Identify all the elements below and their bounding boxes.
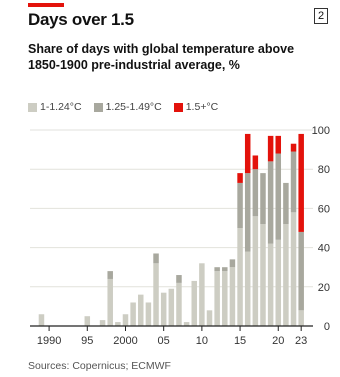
x-tick-label: 10	[196, 335, 208, 347]
bar-segment-2012-series-1	[214, 271, 220, 326]
x-tick-label: 95	[81, 335, 93, 347]
bar-segment-2003-series-1	[145, 302, 152, 326]
bar-segment-2018-series-1	[260, 224, 266, 326]
bar-segment-1998-series-1	[107, 278, 113, 326]
bar-segment-1989-series-1	[38, 314, 45, 326]
bar-segment-2016-series-1	[244, 251, 251, 326]
legend-item-1-1.24: 1-1.24°C	[28, 101, 82, 113]
bar-segment-2016-series-3	[244, 133, 251, 174]
bar-segment-2001-series-1	[130, 302, 136, 326]
bar-segment-2023-series-1	[298, 310, 304, 326]
bar-segment-2019-series-1	[267, 243, 274, 326]
bar-segment-2022-series-2	[290, 151, 297, 213]
bar-segment-2015-series-2	[237, 182, 243, 228]
y-tick-label: 40	[318, 243, 330, 255]
bar-segment-2007-series-2	[176, 275, 182, 283]
x-tick-label: 15	[234, 335, 246, 347]
chart-subtitle: Share of days with global temperature ab…	[28, 42, 295, 72]
bar-segment-2004-series-1	[153, 263, 159, 326]
y-tick-label: 80	[318, 164, 330, 176]
bar-segment-2008-series-1	[183, 322, 190, 326]
bar-segment-2017-series-1	[252, 216, 259, 326]
y-tick-label: 100	[312, 125, 330, 137]
legend-swatch	[173, 102, 183, 112]
chart-index-badge: 2	[314, 8, 328, 24]
bar-segment-2005-series-1	[160, 292, 167, 326]
bar-segment-2014-series-2	[229, 259, 236, 268]
bar-segment-2023-series-3	[298, 133, 304, 232]
bar-segment-2022-series-3	[290, 143, 297, 152]
legend-label: 1.25-1.49°C	[105, 101, 162, 113]
legend-label: 1.5+°C	[185, 101, 219, 113]
bar-segment-2007-series-1	[176, 282, 182, 326]
legend-item-1.25-1.49: 1.25-1.49°C	[93, 101, 162, 113]
bar-segment-2009-series-1	[191, 280, 197, 326]
x-tick-label: 05	[158, 335, 170, 347]
bar-segment-2012-series-2	[214, 267, 220, 272]
bar-segment-1999-series-1	[115, 322, 121, 326]
chart-title: Days over 1.5	[28, 10, 134, 29]
y-tick-label: 60	[318, 203, 330, 215]
y-tick-label: 20	[318, 282, 330, 294]
bar-segment-2019-series-2	[267, 161, 274, 244]
bar-segment-1997-series-1	[99, 320, 106, 326]
bar-segment-2021-series-2	[283, 182, 289, 225]
bar-segment-2013-series-2	[222, 267, 228, 272]
x-tick-label: 23	[295, 335, 307, 347]
bar-segment-2019-series-3	[267, 135, 274, 162]
legend-label: 1-1.24°C	[40, 101, 82, 113]
bar-segment-1995-series-1	[84, 316, 91, 326]
legend-swatch	[28, 102, 37, 112]
legend-swatch	[93, 102, 103, 112]
bar-segment-1998-series-2	[107, 271, 113, 279]
bar-segment-2017-series-2	[252, 169, 259, 217]
bar-segment-2020-series-1	[275, 239, 282, 326]
bar-segment-2015-series-1	[237, 228, 243, 326]
bar-segment-2015-series-3	[237, 173, 243, 183]
bar-segment-2000-series-1	[122, 314, 129, 326]
chart-source: Sources: Copernicus; ECMWF	[28, 360, 171, 372]
y-tick-label: 0	[324, 321, 330, 333]
x-tick-label: 20	[272, 335, 284, 347]
bar-segment-2013-series-1	[222, 271, 228, 326]
bar-segment-2023-series-2	[298, 231, 304, 311]
bar-segment-2018-series-2	[260, 173, 266, 225]
bar-segment-2010-series-1	[199, 263, 205, 326]
bar-segment-2022-series-1	[290, 212, 297, 326]
bar-segment-2006-series-1	[168, 288, 175, 326]
bar-segment-2011-series-1	[206, 310, 213, 326]
bar-segment-2020-series-3	[275, 135, 282, 154]
chart-legend: 1-1.24°C 1.25-1.49°C 1.5+°C	[28, 101, 218, 113]
bar-segment-2014-series-1	[229, 267, 236, 326]
bar-segment-2004-series-2	[153, 253, 159, 264]
bar-segment-2002-series-1	[138, 294, 144, 326]
bar-segment-2021-series-1	[283, 224, 289, 326]
x-tick-label: 2000	[113, 335, 137, 347]
bar-segment-2017-series-3	[252, 155, 259, 170]
bar-segment-2020-series-2	[275, 153, 282, 240]
bar-segment-2016-series-2	[244, 173, 251, 252]
brand-accent-bar	[28, 3, 64, 7]
legend-item-1.5-plus: 1.5+°C	[173, 101, 219, 113]
x-tick-label: 1990	[37, 335, 61, 347]
